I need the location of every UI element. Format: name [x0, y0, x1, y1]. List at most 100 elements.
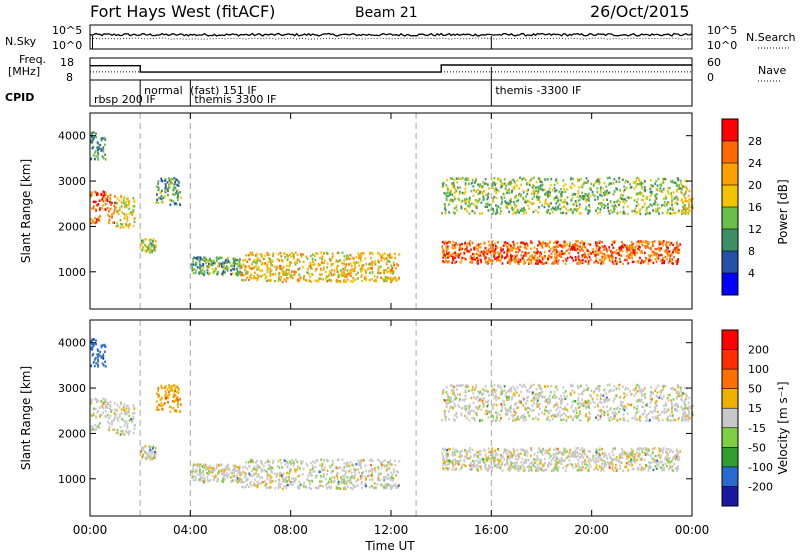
velocity-cell: [378, 460, 381, 463]
velocity-cell: [552, 457, 554, 460]
power-cell: [473, 246, 475, 250]
velocity-cell: [311, 467, 314, 470]
velocity-cell: [623, 450, 626, 454]
power-cell: [505, 184, 508, 188]
power-cell: [519, 194, 521, 197]
power-cell: [609, 182, 611, 185]
power-cell: [446, 261, 449, 264]
power-cell: [287, 255, 290, 258]
velocity-cell: [215, 463, 218, 466]
power-cell: [118, 199, 121, 202]
power-cell: [589, 194, 592, 197]
power-cell: [583, 243, 585, 246]
velocity-cell: [171, 399, 174, 403]
power-cell: [447, 203, 450, 206]
power-cell: [674, 181, 677, 185]
velocity-cell: [97, 423, 100, 427]
power-cell: [349, 270, 352, 273]
velocity-cell: [247, 461, 250, 464]
velocity-cell: [349, 460, 352, 464]
power-cell: [446, 256, 449, 259]
power-cell: [640, 181, 643, 185]
cpid-label-item: (fast) 151 IF: [190, 84, 257, 97]
power-cell: [650, 190, 653, 194]
power-cell: [553, 196, 556, 200]
velocity-cell: [379, 472, 382, 476]
power-cell: [522, 197, 525, 201]
power-cell: [487, 240, 490, 243]
velocity-cell: [354, 468, 357, 471]
power-cell: [354, 261, 357, 264]
power-cell: [509, 199, 512, 202]
velocity-cell: [133, 406, 136, 409]
power-cell: [649, 190, 652, 194]
velocity-cell: [265, 482, 268, 486]
power-cell: [666, 257, 668, 261]
power-cell: [491, 212, 494, 216]
velocity-cell: [524, 458, 527, 462]
velocity-cell: [298, 474, 301, 477]
velocity-cell: [199, 478, 202, 482]
velocity-cell: [199, 463, 202, 466]
power-cell: [267, 256, 270, 260]
velocity-cell: [471, 468, 474, 471]
power-cell: [284, 256, 287, 259]
power-cell: [524, 200, 527, 204]
power-cell: [545, 244, 548, 248]
power-cell: [358, 254, 361, 258]
velocity-cell: [634, 456, 637, 460]
velocity-cell: [463, 463, 466, 467]
power-cell: [639, 208, 641, 212]
power-cell: [444, 207, 446, 210]
power-cell: [442, 260, 444, 263]
power-cell: [571, 244, 574, 247]
power-cell: [290, 261, 293, 265]
velocity-cell: [390, 476, 393, 480]
power-cell: [150, 243, 153, 246]
velocity-cell: [523, 453, 526, 456]
power-cell: [510, 181, 513, 185]
power-cell: [569, 241, 571, 245]
velocity-cell: [201, 479, 204, 482]
power-cell: [587, 212, 589, 215]
power-cell: [565, 212, 568, 215]
velocity-cell: [525, 449, 528, 452]
power-cell: [500, 246, 502, 250]
velocity-cell: [286, 465, 289, 468]
velocity-cell: [167, 396, 170, 400]
power-cell: [578, 178, 580, 182]
power-cell: [124, 214, 127, 217]
velocity-cell: [678, 416, 680, 420]
velocity-cell: [161, 386, 164, 390]
power-cell: [352, 257, 355, 260]
power-cell: [636, 244, 638, 247]
power-cell: [598, 182, 601, 185]
velocity-cell: [676, 467, 679, 470]
power-cell: [113, 221, 115, 224]
velocity-cell: [454, 458, 457, 461]
velocity-cell: [360, 461, 362, 465]
velocity-cell: [120, 402, 122, 406]
power-cell: [531, 186, 534, 189]
power-cell: [612, 207, 615, 211]
power-cell: [310, 280, 312, 283]
power-cell: [626, 180, 629, 184]
power-cell: [375, 280, 378, 283]
power-cell: [586, 181, 589, 184]
velocity-cell: [298, 480, 301, 484]
power-cell: [666, 210, 669, 214]
power-cell: [669, 259, 671, 263]
power-cell: [133, 205, 136, 208]
velocity-cell: [389, 483, 392, 487]
velocity-cell: [281, 475, 284, 478]
power-cell: [615, 252, 618, 255]
power-cell: [503, 182, 506, 185]
power-cell: [538, 258, 541, 262]
power-cell: [581, 255, 584, 259]
power-cell: [678, 209, 680, 213]
power-cell: [546, 209, 549, 213]
velocity-cell: [125, 420, 128, 423]
power-cell: [653, 240, 656, 243]
velocity-cell: [575, 464, 578, 467]
power-cell: [464, 207, 467, 211]
